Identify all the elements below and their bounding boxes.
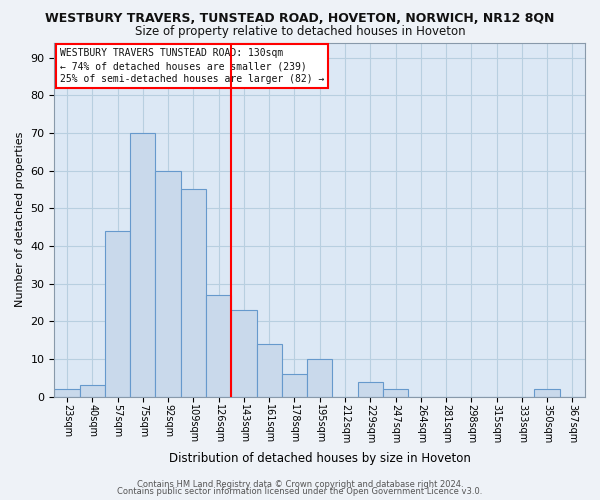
Bar: [55, 389, 80, 396]
Text: Size of property relative to detached houses in Hoveton: Size of property relative to detached ho…: [134, 25, 466, 38]
Text: WESTBURY TRAVERS TUNSTEAD ROAD: 130sqm
← 74% of detached houses are smaller (239: WESTBURY TRAVERS TUNSTEAD ROAD: 130sqm ←…: [60, 48, 324, 84]
Text: Contains public sector information licensed under the Open Government Licence v3: Contains public sector information licen…: [118, 487, 482, 496]
Bar: [181, 190, 206, 396]
Bar: [358, 382, 383, 396]
Bar: [535, 389, 560, 396]
X-axis label: Distribution of detached houses by size in Hoveton: Distribution of detached houses by size …: [169, 452, 470, 465]
Text: Contains HM Land Registry data © Crown copyright and database right 2024.: Contains HM Land Registry data © Crown c…: [137, 480, 463, 489]
Y-axis label: Number of detached properties: Number of detached properties: [15, 132, 25, 308]
Bar: [282, 374, 307, 396]
Bar: [155, 170, 181, 396]
Text: WESTBURY TRAVERS, TUNSTEAD ROAD, HOVETON, NORWICH, NR12 8QN: WESTBURY TRAVERS, TUNSTEAD ROAD, HOVETON…: [46, 12, 554, 26]
Bar: [80, 386, 105, 396]
Bar: [206, 295, 231, 396]
Bar: [383, 389, 408, 396]
Bar: [130, 133, 155, 396]
Bar: [231, 310, 257, 396]
Bar: [307, 359, 332, 397]
Bar: [257, 344, 282, 397]
Bar: [105, 231, 130, 396]
